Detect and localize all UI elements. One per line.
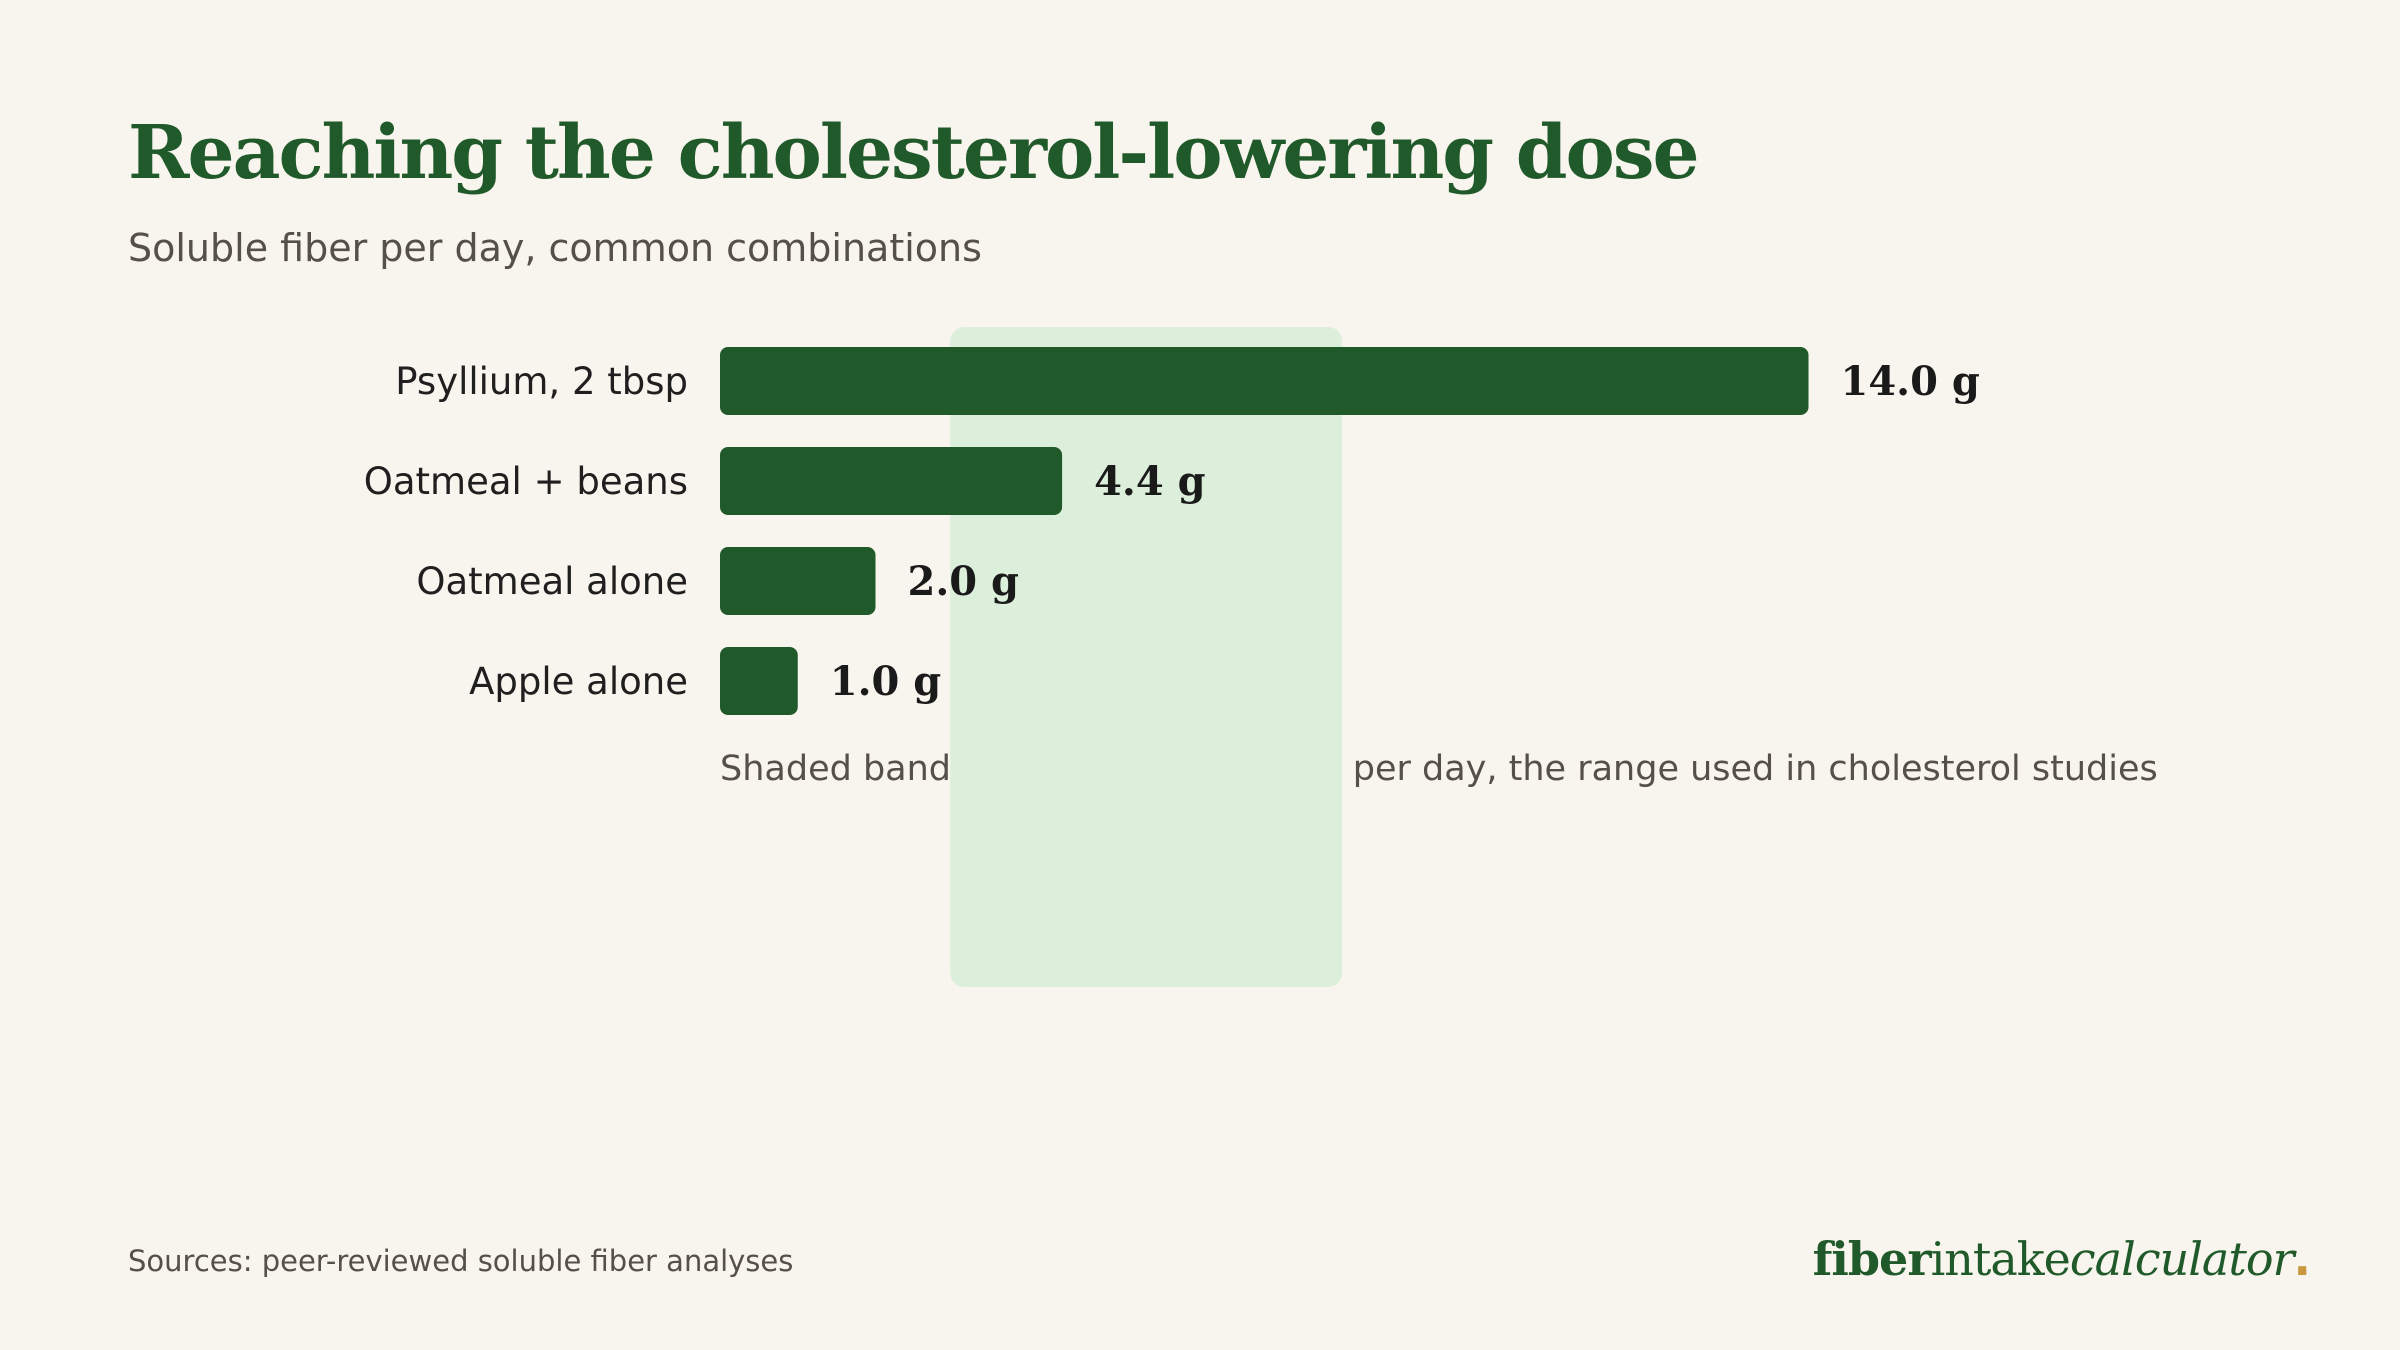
value-label-oatmeal-alone: 2.0 g [908, 558, 1020, 605]
category-label-apple-alone: Apple alone [469, 660, 688, 703]
category-label-psyllium-2-tbsp: Psyllium, 2 tbsp [395, 360, 688, 403]
shaded-dose-band [950, 327, 1342, 987]
brand-logo: fiberintakecalculator. [1812, 1232, 2312, 1286]
value-label-apple-alone: 1.0 g [830, 658, 942, 705]
logo-part-intake: intake [1930, 1232, 2071, 1286]
sources-note: Sources: peer-reviewed soluble fiber ana… [128, 1244, 794, 1278]
bar-oatmeal-alone [720, 547, 876, 615]
logo-part-fiber: fiber [1812, 1232, 1932, 1286]
value-label-oatmeal-beans: 4.4 g [1094, 458, 1206, 505]
logo-dot: . [2293, 1232, 2312, 1286]
bar-apple-alone [720, 647, 798, 715]
page-subtitle: Soluble fiber per day, common combinatio… [128, 226, 982, 270]
bar-psyllium-2-tbsp [720, 347, 1809, 415]
value-label-psyllium-2-tbsp: 14.0 g [1841, 358, 1980, 405]
category-label-oatmeal-alone: Oatmeal alone [416, 560, 688, 603]
category-label-oatmeal-beans: Oatmeal + beans [364, 460, 688, 503]
shaded-band-note: Shaded band: 3–8 g of soluble fiber per … [720, 749, 2158, 789]
bar-chart: Shaded band: 3–8 g of soluble fiber per … [364, 327, 2158, 987]
page-title: Reaching the cholesterol-lowering dose [128, 110, 1700, 196]
logo-part-calculator: calculator [2069, 1232, 2295, 1286]
bar-oatmeal-beans [720, 447, 1063, 515]
